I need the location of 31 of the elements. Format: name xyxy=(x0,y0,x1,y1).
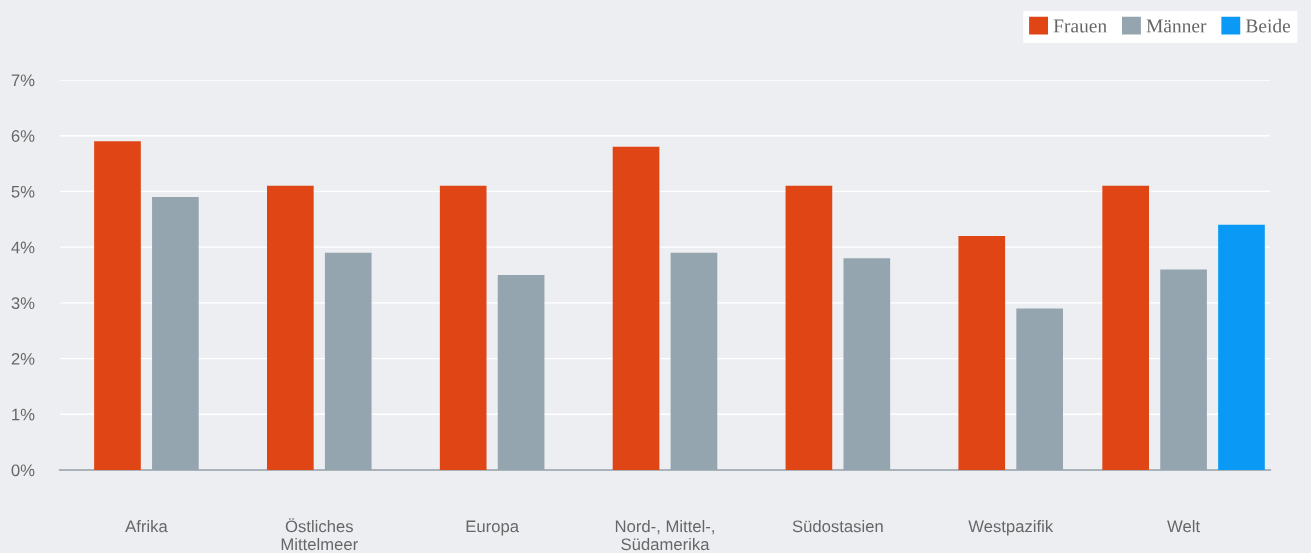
y-tick-label: 6% xyxy=(11,130,35,142)
bar xyxy=(94,141,141,470)
x-tick-label: Südostasien xyxy=(792,520,883,533)
bar xyxy=(497,275,545,470)
bar xyxy=(612,146,660,470)
bar xyxy=(1218,224,1265,470)
bar xyxy=(152,197,199,470)
bar xyxy=(324,252,372,470)
x-tick-label: Östliches Mittelmeer xyxy=(281,518,358,551)
x-tick-label: Westpazifik xyxy=(968,520,1054,536)
legend-label: Frauen xyxy=(1053,19,1107,33)
x-tick-label: Nord-, Mittel-, Südamerika xyxy=(615,520,714,551)
x-tick-label: Europa xyxy=(466,520,520,536)
bar xyxy=(670,252,718,470)
x-tick-label: Afrika xyxy=(125,520,168,533)
x-tick-label: Welt xyxy=(1167,520,1200,533)
y-tick-label: 7% xyxy=(11,74,35,87)
y-tick-label: 5% xyxy=(11,185,35,198)
bar xyxy=(958,236,1006,470)
legend-label: Beide xyxy=(1245,18,1291,33)
bar xyxy=(785,185,833,470)
bar xyxy=(267,185,314,470)
legend-label: Männer xyxy=(1146,19,1207,33)
y-tick-label: 1% xyxy=(12,408,35,421)
bar xyxy=(1016,308,1063,470)
bar xyxy=(439,185,487,470)
bar xyxy=(843,258,891,470)
y-tick-label: 0% xyxy=(11,464,35,477)
y-tick-label: 2% xyxy=(11,352,35,365)
y-tick-label: 4% xyxy=(11,241,35,254)
y-tick-label: 3% xyxy=(11,297,35,310)
